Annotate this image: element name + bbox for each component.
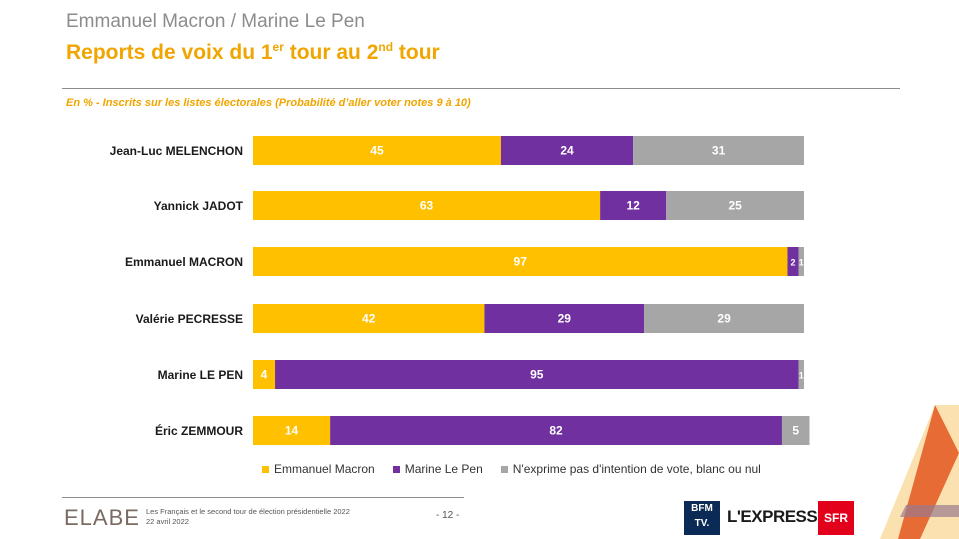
footer-divider xyxy=(62,497,464,498)
elabe-triangle-decoration xyxy=(880,405,959,539)
bar-segment xyxy=(666,191,804,220)
bar-segment xyxy=(253,416,331,445)
bar-data-label: 63 xyxy=(420,199,434,213)
bar-segment xyxy=(253,304,485,333)
bar-segment xyxy=(253,360,276,389)
bar-data-label: 12 xyxy=(627,199,641,213)
bar-segment xyxy=(633,136,804,165)
header-divider xyxy=(62,88,900,89)
legend-item: N'exprime pas d'intention de vote, blanc… xyxy=(500,462,761,476)
bar-data-label: 14 xyxy=(285,424,299,438)
bar-segment xyxy=(253,136,501,165)
footer-source-line1: Les Français et le second tour de électi… xyxy=(146,507,350,516)
bar-data-label: 29 xyxy=(558,312,572,326)
row-label: Éric ZEMMOUR xyxy=(154,424,243,438)
bar-segment xyxy=(600,191,667,220)
bar-segment xyxy=(330,416,782,445)
bar-segment xyxy=(787,247,799,276)
bar-segment xyxy=(781,416,810,445)
sfr-logo: SFR xyxy=(818,501,854,535)
bar-data-label: 5 xyxy=(792,424,799,438)
bar-segment xyxy=(253,247,788,276)
legend-label: Marine Le Pen xyxy=(404,462,483,476)
bar-data-label: 95 xyxy=(530,368,544,382)
legend: Emmanuel Macron Marine Le Pen N'exprime pa… xyxy=(262,462,761,476)
bar-segment xyxy=(275,360,799,389)
row-label: Valérie PECRESSE xyxy=(135,312,243,326)
row-label: Emmanuel MACRON xyxy=(124,255,243,269)
legend-item: Marine Le Pen xyxy=(392,462,483,476)
bar-data-label: 24 xyxy=(560,144,574,158)
bar-data-label: 1 xyxy=(799,258,804,268)
bar-segment xyxy=(500,136,634,165)
bar-segment xyxy=(253,191,601,220)
legend-swatch xyxy=(262,465,269,473)
bar-data-label: 1 xyxy=(799,371,804,381)
legend-label: Emmanuel Macron xyxy=(274,462,375,476)
lexpress-logo: L'EXPRESS xyxy=(727,507,818,526)
bar-data-label: 25 xyxy=(728,199,742,213)
bfmtv-logo: BFM TV. xyxy=(684,501,720,535)
bar-data-label: 4 xyxy=(261,368,268,382)
row-label: Yannick JADOT xyxy=(153,199,243,213)
bar-data-label: 31 xyxy=(712,144,726,158)
row-label: Jean-Luc MELENCHON xyxy=(109,144,243,158)
bar-data-label: 2 xyxy=(790,258,795,268)
chart-title: Reports de voix du 1er tour au 2nd tour xyxy=(66,40,440,64)
bar-data-label: 82 xyxy=(549,424,563,438)
bar-data-label: 97 xyxy=(514,255,528,269)
chart-note: En % - Inscrits sur les listes électoral… xyxy=(66,97,471,109)
row-label: Marine LE PEN xyxy=(157,368,243,382)
bar-segment xyxy=(798,360,804,389)
legend-item: Emmanuel Macron xyxy=(262,462,375,476)
bar-data-label: 42 xyxy=(362,312,376,326)
legend-swatch xyxy=(500,465,508,473)
legend-label: N'exprime pas d'intention de vote, blanc… xyxy=(512,462,761,476)
footer-source: Les Français et le second tour de électi… xyxy=(146,507,350,527)
bar-segment xyxy=(484,304,645,333)
footer-date: 22 avril 2022 xyxy=(146,517,189,526)
header-title: Emmanuel Macron / Marine Le Pen xyxy=(66,11,365,32)
page-number: - 12 - xyxy=(436,510,460,521)
elabe-logo: ELABE xyxy=(64,505,140,530)
bar-segment xyxy=(798,247,804,276)
bar-data-label: 29 xyxy=(717,312,731,326)
bar-data-label: 45 xyxy=(370,144,384,158)
bar-segment xyxy=(644,304,804,333)
legend-swatch xyxy=(392,465,400,473)
